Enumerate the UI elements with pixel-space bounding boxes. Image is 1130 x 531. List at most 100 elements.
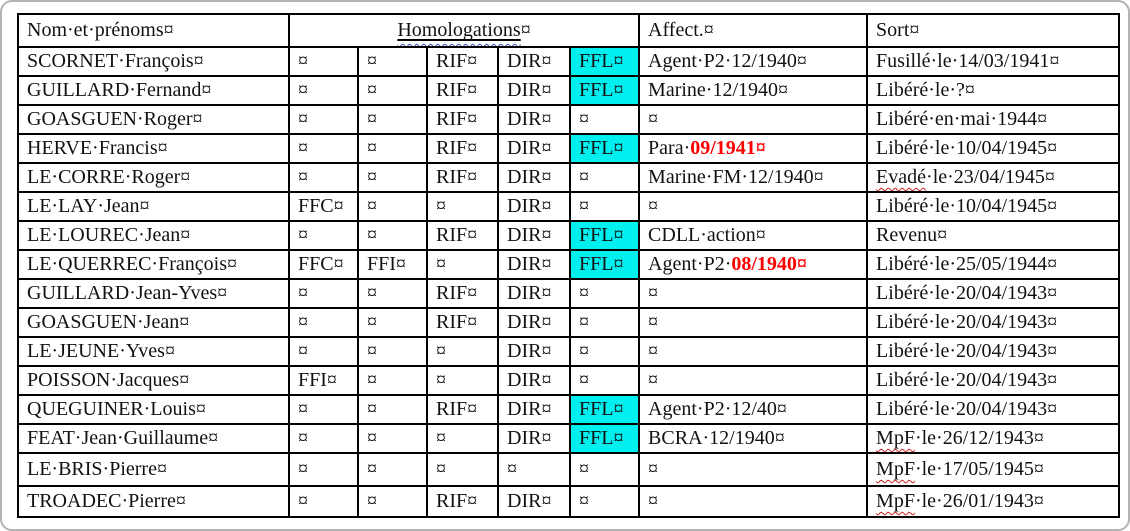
homologation-cell[interactable]: DIR¤: [497, 46, 571, 77]
homologation-cell[interactable]: ¤: [288, 75, 359, 106]
affect-cell[interactable]: Para·09/1941¤: [638, 133, 869, 164]
homologation-cell[interactable]: ¤: [288, 104, 359, 135]
homologation-cell[interactable]: ¤: [357, 104, 428, 135]
homologation-cell[interactable]: FFL¤: [568, 75, 641, 106]
homologation-cell[interactable]: RIF¤: [426, 104, 499, 135]
homologation-cell[interactable]: ¤: [357, 220, 428, 251]
homologation-cell[interactable]: ¤: [288, 278, 359, 309]
homologation-cell[interactable]: DIR¤: [497, 365, 571, 396]
name-cell[interactable]: GOASGUEN·Jean¤: [17, 307, 290, 338]
homologation-cell[interactable]: RIF¤: [426, 278, 499, 309]
homologation-cell[interactable]: ¤: [288, 46, 359, 77]
homologation-cell[interactable]: RIF¤: [426, 133, 499, 164]
sort-cell[interactable]: Libéré·le·?¤: [866, 75, 1121, 106]
homologation-cell[interactable]: ¤: [357, 394, 428, 425]
homologation-cell[interactable]: ¤: [288, 220, 359, 251]
homologation-cell[interactable]: ¤: [357, 365, 428, 396]
sort-cell[interactable]: MpF·le·17/05/1945¤: [866, 452, 1121, 487]
affect-cell[interactable]: ¤: [638, 307, 869, 338]
homologation-cell[interactable]: FFC¤: [288, 249, 359, 280]
affect-cell[interactable]: Agent·P2·08/1940¤: [638, 249, 869, 280]
homologation-cell[interactable]: ¤: [357, 423, 428, 454]
sort-cell[interactable]: Libéré·le·10/04/1945¤: [866, 133, 1121, 164]
homologation-cell[interactable]: DIR¤: [497, 278, 571, 309]
name-cell[interactable]: GUILLARD·Fernand¤: [17, 75, 290, 106]
homologation-cell[interactable]: DIR¤: [497, 485, 571, 518]
homologation-cell[interactable]: ¤: [568, 336, 641, 367]
homologation-cell[interactable]: RIF¤: [426, 220, 499, 251]
affect-cell[interactable]: Agent·P2·12/1940¤: [638, 46, 869, 77]
name-cell[interactable]: GUILLARD·Jean-Yves¤: [17, 278, 290, 309]
name-cell[interactable]: QUEGUINER·Louis¤: [17, 394, 290, 425]
homologation-cell[interactable]: ¤: [288, 307, 359, 338]
sort-cell[interactable]: Libéré·le·20/04/1943¤: [866, 336, 1121, 367]
sort-cell[interactable]: Libéré·le·20/04/1943¤: [866, 394, 1121, 425]
sort-cell[interactable]: Evadé·le·23/04/1945¤: [866, 162, 1121, 193]
affect-cell[interactable]: ¤: [638, 104, 869, 135]
homologation-cell[interactable]: ¤: [357, 336, 428, 367]
homologation-cell[interactable]: ¤: [288, 452, 359, 487]
sort-cell[interactable]: Fusillé·le·14/03/1941¤: [866, 46, 1121, 77]
name-cell[interactable]: LE·LOUREC·Jean¤: [17, 220, 290, 251]
homologation-cell[interactable]: DIR¤: [497, 133, 571, 164]
homologation-cell[interactable]: RIF¤: [426, 485, 499, 518]
homologation-cell[interactable]: ¤: [426, 452, 499, 487]
name-cell[interactable]: SCORNET·François¤: [17, 46, 290, 77]
affect-cell[interactable]: Marine·12/1940¤: [638, 75, 869, 106]
homologation-cell[interactable]: ¤: [568, 104, 641, 135]
affect-cell[interactable]: ¤: [638, 336, 869, 367]
name-cell[interactable]: GOASGUEN·Roger¤: [17, 104, 290, 135]
homologation-cell[interactable]: ¤: [357, 485, 428, 518]
homologation-cell[interactable]: ¤: [426, 249, 499, 280]
affect-cell[interactable]: Marine·FM·12/1940¤: [638, 162, 869, 193]
homologation-cell[interactable]: RIF¤: [426, 162, 499, 193]
affect-cell[interactable]: CDLL·action¤: [638, 220, 869, 251]
homologation-cell[interactable]: ¤: [357, 191, 428, 222]
homologation-cell[interactable]: ¤: [426, 191, 499, 222]
homologation-cell[interactable]: ¤: [568, 162, 641, 193]
sort-cell[interactable]: Libéré·le·20/04/1943¤: [866, 307, 1121, 338]
name-cell[interactable]: LE·BRIS·Pierre¤: [17, 452, 290, 487]
affect-cell[interactable]: BCRA·12/1940¤: [638, 423, 869, 454]
affect-cell[interactable]: ¤: [638, 278, 869, 309]
affect-cell[interactable]: ¤: [638, 452, 869, 487]
homologation-cell[interactable]: ¤: [568, 365, 641, 396]
name-cell[interactable]: FEAT·Jean·Guillaume¤: [17, 423, 290, 454]
homologation-cell[interactable]: RIF¤: [426, 75, 499, 106]
sort-cell[interactable]: Libéré·le·20/04/1943¤: [866, 365, 1121, 396]
homologation-cell[interactable]: ¤: [288, 485, 359, 518]
homologation-cell[interactable]: DIR¤: [497, 394, 571, 425]
homologation-cell[interactable]: ¤: [357, 75, 428, 106]
homologation-cell[interactable]: ¤: [568, 278, 641, 309]
homologation-cell[interactable]: ¤: [568, 485, 641, 518]
name-cell[interactable]: LE·LAY·Jean¤: [17, 191, 290, 222]
homologation-cell[interactable]: ¤: [357, 162, 428, 193]
homologation-cell[interactable]: ¤: [426, 423, 499, 454]
homologation-cell[interactable]: ¤: [357, 278, 428, 309]
homologation-cell[interactable]: DIR¤: [497, 336, 571, 367]
homologation-cell[interactable]: DIR¤: [497, 162, 571, 193]
affect-cell[interactable]: ¤: [638, 485, 869, 518]
homologation-cell[interactable]: FFL¤: [568, 220, 641, 251]
affect-cell[interactable]: ¤: [638, 365, 869, 396]
homologation-cell[interactable]: FFL¤: [568, 133, 641, 164]
homologation-cell[interactable]: DIR¤: [497, 75, 571, 106]
homologation-cell[interactable]: FFI¤: [288, 365, 359, 396]
affect-cell[interactable]: ¤: [638, 191, 869, 222]
homologation-cell[interactable]: ¤: [357, 46, 428, 77]
homologation-cell[interactable]: DIR¤: [497, 191, 571, 222]
homologation-cell[interactable]: ¤: [497, 452, 571, 487]
homologation-cell[interactable]: ¤: [426, 365, 499, 396]
homologation-cell[interactable]: DIR¤: [497, 423, 571, 454]
homologation-cell[interactable]: DIR¤: [497, 220, 571, 251]
affect-cell[interactable]: Agent·P2·12/40¤: [638, 394, 869, 425]
homologation-cell[interactable]: DIR¤: [497, 104, 571, 135]
sort-cell[interactable]: Libéré·en·mai·1944¤: [866, 104, 1121, 135]
homologation-cell[interactable]: ¤: [288, 162, 359, 193]
name-cell[interactable]: LE·QUERREC·François¤: [17, 249, 290, 280]
homologation-cell[interactable]: RIF¤: [426, 307, 499, 338]
name-cell[interactable]: LE·JEUNE·Yves¤: [17, 336, 290, 367]
homologation-cell[interactable]: FFL¤: [568, 249, 641, 280]
name-cell[interactable]: TROADEC·Pierre¤: [17, 485, 290, 518]
homologation-cell[interactable]: ¤: [568, 191, 641, 222]
